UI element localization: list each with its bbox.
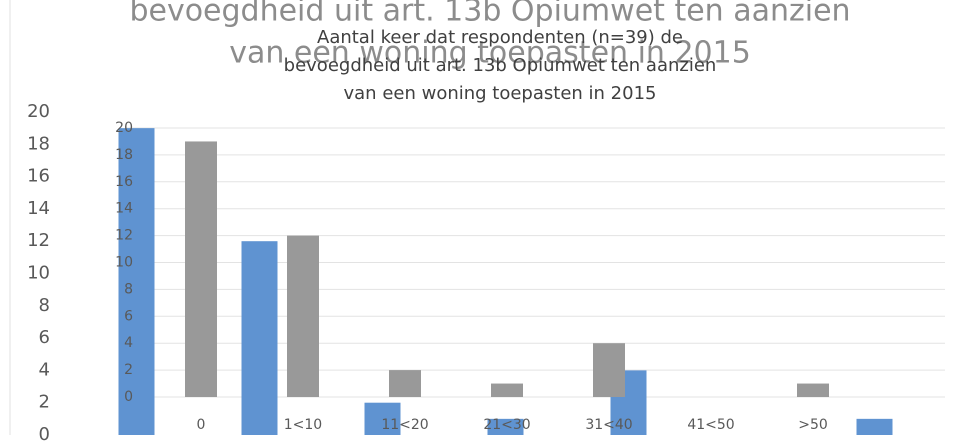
chart-title: bevoegdheid uit art. 13b Opiumwet ten aa… xyxy=(284,55,717,76)
y-tick-label: 16 xyxy=(115,174,133,190)
bar xyxy=(287,235,319,397)
bar xyxy=(118,128,155,435)
y-tick-label: 18 xyxy=(27,133,50,154)
bar xyxy=(593,343,625,397)
x-tick-label: 1<10 xyxy=(284,417,322,433)
y-tick-label: 8 xyxy=(124,281,133,297)
y-tick-label: 4 xyxy=(124,335,133,351)
x-tick-label: 0 xyxy=(197,417,206,433)
y-tick-label: 2 xyxy=(124,362,133,378)
bar xyxy=(364,402,401,435)
bar xyxy=(389,370,421,397)
x-tick-label: 11<20 xyxy=(381,417,428,433)
bar xyxy=(487,418,524,435)
chart-title: Aantal keer dat respondenten (n=39) de xyxy=(317,27,683,48)
x-tick-label: 21<30 xyxy=(483,417,530,433)
y-tick-label: 14 xyxy=(115,201,133,217)
bar xyxy=(241,241,278,435)
y-tick-label: 10 xyxy=(115,255,133,271)
y-tick-label: 8 xyxy=(39,295,50,316)
bar xyxy=(797,383,829,397)
y-tick-label: 12 xyxy=(115,228,133,244)
y-tick-label: 18 xyxy=(115,147,133,163)
y-tick-label: 0 xyxy=(39,424,50,442)
y-tick-label: 6 xyxy=(39,327,50,348)
chart-title: van een woning toepasten in 2015 xyxy=(344,83,657,104)
bar xyxy=(185,141,217,397)
x-tick-label: 41<50 xyxy=(687,417,734,433)
bar xyxy=(856,418,893,435)
y-tick-label: 12 xyxy=(27,230,50,251)
y-tick-label: 0 xyxy=(124,389,133,405)
chart-title: van een woning toepasten in 2015 xyxy=(229,36,751,71)
y-tick-label: 10 xyxy=(27,263,50,284)
y-tick-label: 14 xyxy=(27,198,50,219)
y-tick-label: 6 xyxy=(124,308,133,324)
x-tick-label: >50 xyxy=(798,417,828,433)
y-tick-label: 20 xyxy=(115,120,133,136)
chart-title: bevoegdheid uit art. 13b Opiumwet ten aa… xyxy=(129,0,850,29)
y-tick-label: 16 xyxy=(27,166,50,187)
y-tick-label: 20 xyxy=(27,101,50,122)
x-tick-label: 31<40 xyxy=(585,417,632,433)
y-tick-label: 4 xyxy=(39,359,50,380)
y-tick-label: 2 xyxy=(39,392,50,413)
bar xyxy=(491,383,523,397)
